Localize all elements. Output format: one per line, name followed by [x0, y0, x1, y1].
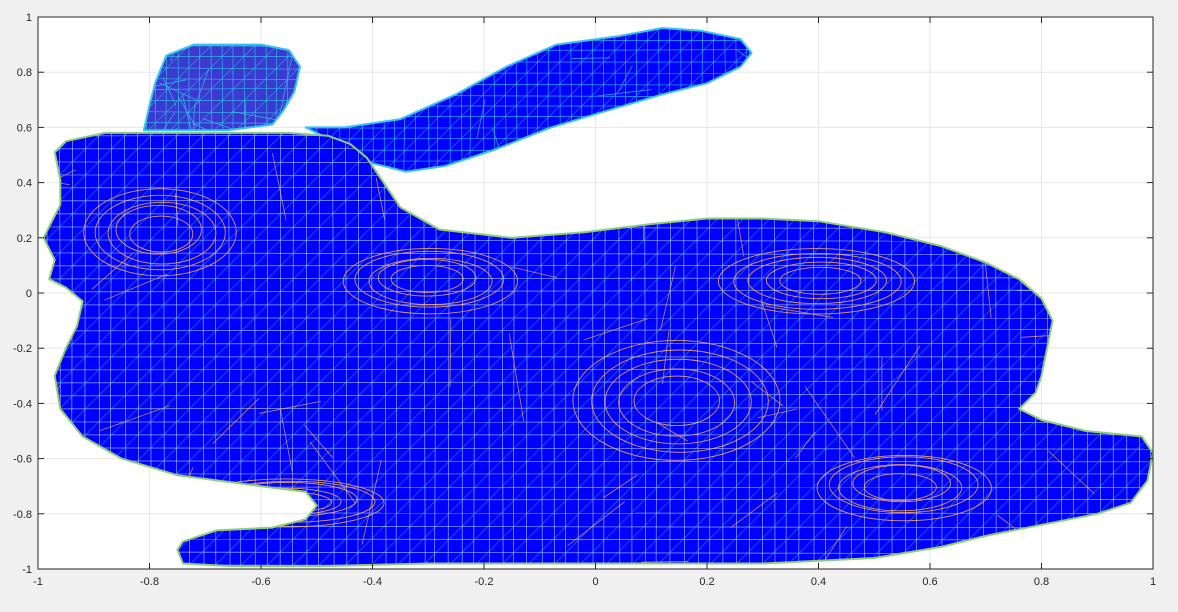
x-tick-label: -0.4	[363, 576, 382, 588]
y-tick-label: 0.4	[17, 178, 32, 190]
x-tick-label: 0.6	[922, 576, 937, 588]
body-silhouette	[42, 131, 1153, 568]
x-tick-label: -0.8	[140, 576, 159, 588]
y-tick-label: -0.2	[13, 343, 32, 355]
front-ear-surface	[305, 28, 752, 172]
front-ear-silhouette	[304, 27, 753, 173]
mesh-part-back-ear	[142, 43, 301, 132]
y-tick-label: -0.8	[13, 509, 32, 521]
x-tick-label: -0.2	[475, 576, 494, 588]
x-tick-label: 1	[1150, 576, 1156, 588]
y-tick-label: -0.4	[13, 398, 32, 410]
y-tick-label: 0	[26, 288, 32, 300]
y-tick-label: 0.2	[17, 233, 32, 245]
y-tick-label: 1	[26, 12, 32, 24]
axis-ticks	[37, 16, 1154, 570]
x-tick-labels: -1 -0.8 -0.6 -0.4 -0.2 0 0.2 0.4 0.6 0.8 1	[33, 576, 1156, 588]
x-tick-label: -0.6	[252, 576, 271, 588]
y-tick-label: -1	[22, 564, 32, 576]
y-tick-labels: -1 -0.8 -0.6 -0.4 -0.2 0 0.2 0.4 0.6 0.8 1	[13, 12, 32, 576]
back-ear-silhouette	[142, 43, 301, 132]
x-tick-label: 0.2	[699, 576, 714, 588]
y-tick-label: 0.6	[17, 122, 32, 134]
x-tick-label: 0.8	[1034, 576, 1049, 588]
x-tick-label: 0	[592, 576, 598, 588]
x-tick-label: -1	[33, 576, 43, 588]
y-tick-label: -0.6	[13, 454, 32, 466]
back-ear-surface	[143, 44, 300, 131]
y-tick-label: 0.8	[17, 67, 32, 79]
x-tick-label: 0.4	[811, 576, 826, 588]
